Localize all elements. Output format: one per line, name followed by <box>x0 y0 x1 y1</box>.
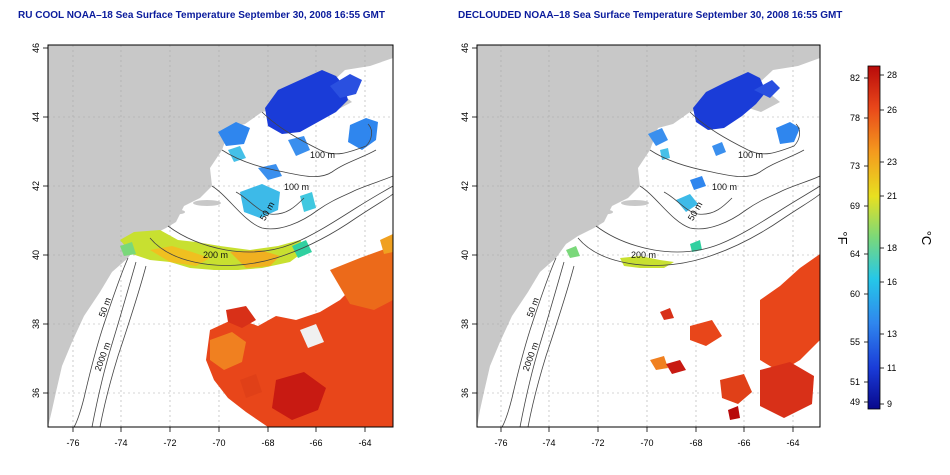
contour-label: 200 m <box>203 250 228 260</box>
lat-tick-label: 44 <box>31 112 41 122</box>
fahrenheit-ticks: 82 78 73 69 64 60 55 51 49 <box>850 73 860 407</box>
lat-tick-label: 38 <box>460 319 470 329</box>
c-tick-label: 21 <box>887 191 897 201</box>
lat-tick-label: 42 <box>31 181 41 191</box>
bathymetry-contours <box>73 111 393 427</box>
sst-patches <box>120 70 393 427</box>
lat-tick-label: 36 <box>460 388 470 398</box>
lon-tick-label: -64 <box>358 438 371 448</box>
contour-label: 100 m <box>738 150 763 160</box>
f-tick-label: 64 <box>850 249 860 259</box>
c-tick-label: 9 <box>887 399 892 409</box>
c-tick-label: 26 <box>887 105 897 115</box>
lat-tick-label: 42 <box>460 181 470 191</box>
lon-tick-label: -76 <box>66 438 79 448</box>
latitude-axis: 46 44 42 40 38 36 <box>31 43 41 398</box>
c-tick-label: 13 <box>887 329 897 339</box>
lon-tick-label: -74 <box>542 438 555 448</box>
f-tick-label: 69 <box>850 201 860 211</box>
c-tick-label: 16 <box>887 277 897 287</box>
land-mass <box>48 45 393 427</box>
lon-tick-label: -66 <box>309 438 322 448</box>
longitude-axis: -76 -74 -72 -70 -68 -66 -64 <box>66 438 371 448</box>
celsius-ticks: 28 26 23 21 18 16 13 11 9 <box>887 70 897 409</box>
latitude-axis: 46 44 42 40 38 36 <box>460 43 470 398</box>
map-frame <box>476 44 821 428</box>
f-tick-label: 82 <box>850 73 860 83</box>
f-tick-label: 60 <box>850 289 860 299</box>
f-tick-label: 49 <box>850 397 860 407</box>
lat-tick-label: 46 <box>31 43 41 53</box>
left-map-panel: 100 m 100 m 50 m 200 m 50 m 2000 m -76 -… <box>31 43 394 448</box>
f-tick-label: 78 <box>850 113 860 123</box>
lon-tick-label: -72 <box>163 438 176 448</box>
contour-label: 200 m <box>631 250 656 260</box>
c-tick-label: 11 <box>887 363 896 373</box>
contour-label: 100 m <box>310 150 335 160</box>
lon-tick-label: -74 <box>114 438 127 448</box>
right-map-panel: 100 m 100 m 50 m 200 m 50 m 2000 m -76 -… <box>460 43 821 448</box>
f-tick-label: 55 <box>850 337 860 347</box>
f-tick-label: 73 <box>850 161 860 171</box>
longitude-axis: -76 -74 -72 -70 -68 -66 -64 <box>494 438 799 448</box>
bathymetry-contours <box>501 111 820 427</box>
lat-tick-label: 40 <box>31 250 41 260</box>
lat-tick-label: 40 <box>460 250 470 260</box>
contour-label: 100 m <box>712 182 737 192</box>
contour-label: 100 m <box>284 182 309 192</box>
lat-tick-label: 44 <box>460 112 470 122</box>
right-panel-title: DECLOUDED NOAA–18 Sea Surface Temperatur… <box>458 10 843 21</box>
c-tick-label: 28 <box>887 70 897 80</box>
lon-tick-label: -66 <box>737 438 750 448</box>
c-tick-label: 18 <box>887 243 897 253</box>
lon-tick-label: -68 <box>261 438 274 448</box>
lat-tick-label: 38 <box>31 319 41 329</box>
map-frame <box>47 44 394 428</box>
left-panel-title: RU COOL NOAA–18 Sea Surface Temperature … <box>18 10 385 21</box>
temperature-colorbar: 82 78 73 69 64 60 55 51 49 28 26 23 21 1… <box>835 65 934 410</box>
lat-tick-label: 46 <box>460 43 470 53</box>
f-tick-label: 51 <box>850 377 860 387</box>
fahrenheit-axis-label: °F <box>835 231 850 244</box>
sst-patches <box>566 72 820 420</box>
land-mass <box>477 45 820 427</box>
lon-tick-label: -72 <box>591 438 604 448</box>
lon-tick-label: -64 <box>786 438 799 448</box>
colorbar-gradient <box>867 65 881 410</box>
lon-tick-label: -68 <box>689 438 702 448</box>
c-tick-label: 23 <box>887 157 897 167</box>
celsius-axis-label: °C <box>919 231 934 246</box>
lon-tick-label: -76 <box>494 438 507 448</box>
lon-tick-label: -70 <box>212 438 225 448</box>
lat-tick-label: 36 <box>31 388 41 398</box>
lon-tick-label: -70 <box>640 438 653 448</box>
